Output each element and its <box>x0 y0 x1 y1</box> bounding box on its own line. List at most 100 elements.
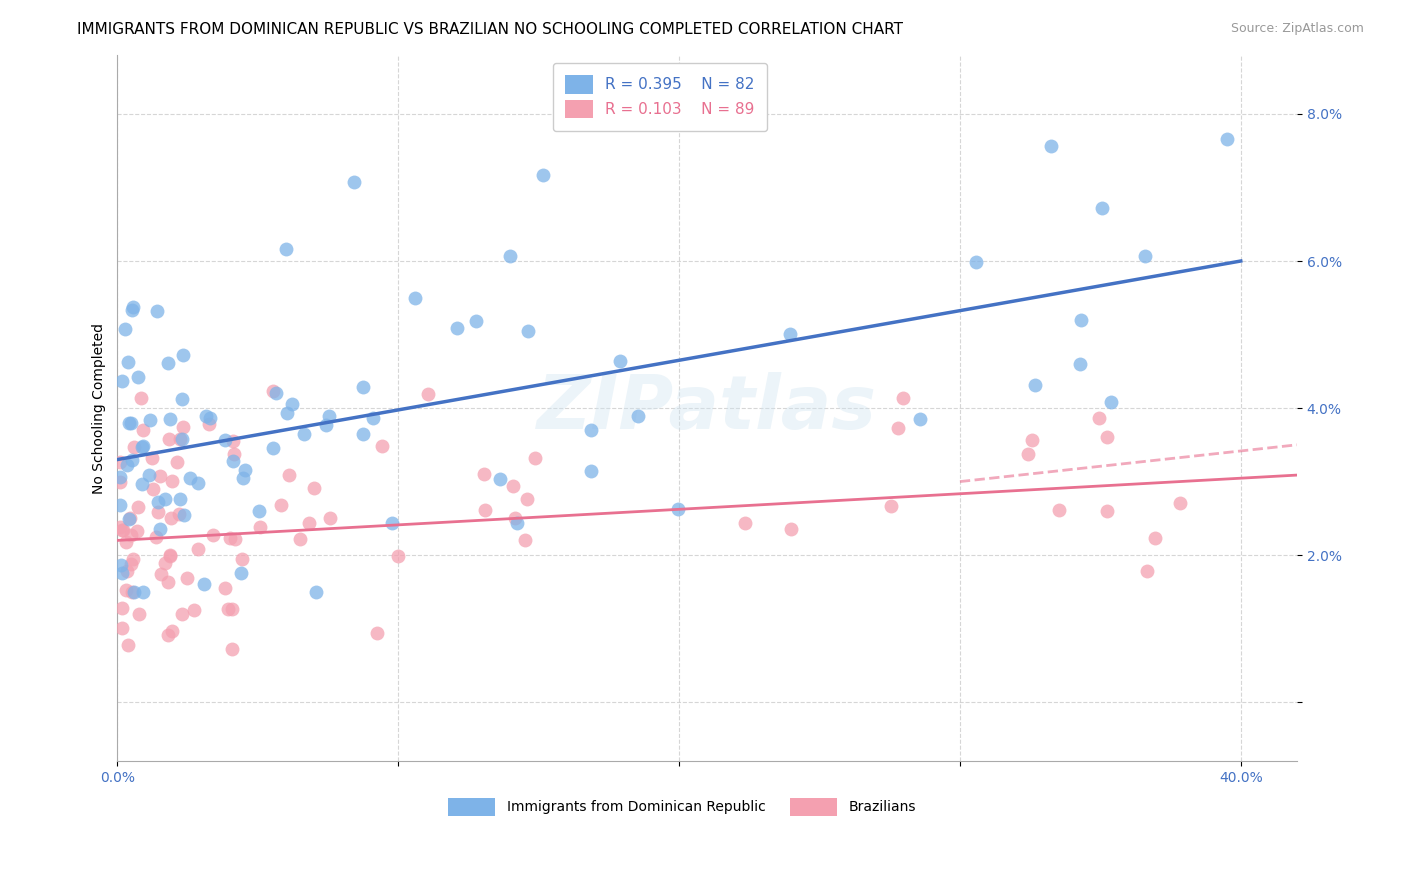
Point <box>387 549 409 564</box>
Point <box>352 427 374 442</box>
Point <box>146 495 169 509</box>
Point <box>222 447 245 461</box>
Point <box>122 585 145 599</box>
Point <box>115 535 138 549</box>
Point <box>193 577 215 591</box>
Point <box>1143 531 1166 545</box>
Point <box>1088 411 1111 425</box>
Point <box>292 426 315 441</box>
Point <box>129 391 152 405</box>
Point <box>142 482 165 496</box>
Point <box>499 249 522 263</box>
Point <box>117 355 139 369</box>
Point <box>274 243 297 257</box>
Point <box>110 498 132 512</box>
Point <box>288 532 311 546</box>
Point <box>262 384 284 398</box>
Point <box>176 571 198 585</box>
Bar <box>447 798 495 816</box>
Point <box>505 516 527 530</box>
Point <box>489 472 512 486</box>
Point <box>465 313 488 327</box>
Point <box>110 455 132 469</box>
Point <box>319 510 342 524</box>
Point <box>886 421 908 435</box>
Point <box>318 409 340 424</box>
Point <box>120 527 142 541</box>
Point <box>111 523 134 537</box>
Point <box>474 502 496 516</box>
Point <box>627 409 650 423</box>
Point <box>118 512 141 526</box>
Point <box>1099 394 1122 409</box>
Point <box>1070 313 1092 327</box>
Point <box>118 416 141 430</box>
Point <box>120 416 142 430</box>
Point <box>1136 565 1159 579</box>
Point <box>172 348 194 362</box>
Point <box>198 411 221 425</box>
Point <box>1017 446 1039 460</box>
Point <box>1215 131 1237 145</box>
Point <box>149 468 172 483</box>
Point <box>111 374 134 388</box>
Point <box>370 439 392 453</box>
Point <box>247 504 270 518</box>
Point <box>381 516 404 530</box>
Point <box>117 638 139 652</box>
Y-axis label: No Schooling Completed: No Schooling Completed <box>93 323 107 493</box>
Point <box>214 581 236 595</box>
Point <box>159 549 181 563</box>
Point <box>222 454 245 468</box>
Point <box>315 418 337 433</box>
Point <box>232 470 254 484</box>
Point <box>122 300 145 314</box>
Point <box>131 440 153 454</box>
Point <box>187 475 209 490</box>
Point <box>169 432 191 446</box>
Point <box>1095 430 1118 444</box>
Point <box>304 585 326 599</box>
Point <box>159 549 181 564</box>
Text: Immigrants from Dominican Republic: Immigrants from Dominican Republic <box>506 800 765 814</box>
Point <box>122 441 145 455</box>
Point <box>110 519 132 533</box>
Point <box>111 566 134 581</box>
Point <box>609 354 631 368</box>
Point <box>186 541 208 556</box>
Point <box>146 304 169 318</box>
Point <box>121 585 143 599</box>
Point <box>170 432 193 446</box>
Point <box>162 474 184 488</box>
Point <box>121 453 143 467</box>
Point <box>139 412 162 426</box>
Point <box>127 524 149 539</box>
Point <box>1069 357 1091 371</box>
Point <box>141 450 163 465</box>
Point <box>156 628 179 642</box>
Point <box>110 558 132 572</box>
Point <box>515 533 537 547</box>
Text: ZIPatlas: ZIPatlas <box>537 372 877 444</box>
Point <box>122 552 145 566</box>
Point <box>214 433 236 447</box>
Point <box>965 255 987 269</box>
Point <box>159 511 181 525</box>
Point <box>179 471 201 485</box>
Point <box>117 564 139 578</box>
Point <box>170 392 193 406</box>
Point <box>111 524 134 538</box>
Point <box>353 380 375 394</box>
Point <box>880 499 903 513</box>
Text: IMMIGRANTS FROM DOMINICAN REPUBLIC VS BRAZILIAN NO SCHOOLING COMPLETED CORRELATI: IMMIGRANTS FROM DOMINICAN REPUBLIC VS BR… <box>77 22 903 37</box>
Point <box>145 530 167 544</box>
Point <box>120 511 142 525</box>
Point <box>1133 249 1156 263</box>
Point <box>579 464 602 478</box>
Point <box>222 434 245 449</box>
Point <box>405 291 427 305</box>
Point <box>132 585 155 599</box>
Point <box>169 491 191 506</box>
Point <box>472 467 495 481</box>
Point <box>229 566 252 580</box>
